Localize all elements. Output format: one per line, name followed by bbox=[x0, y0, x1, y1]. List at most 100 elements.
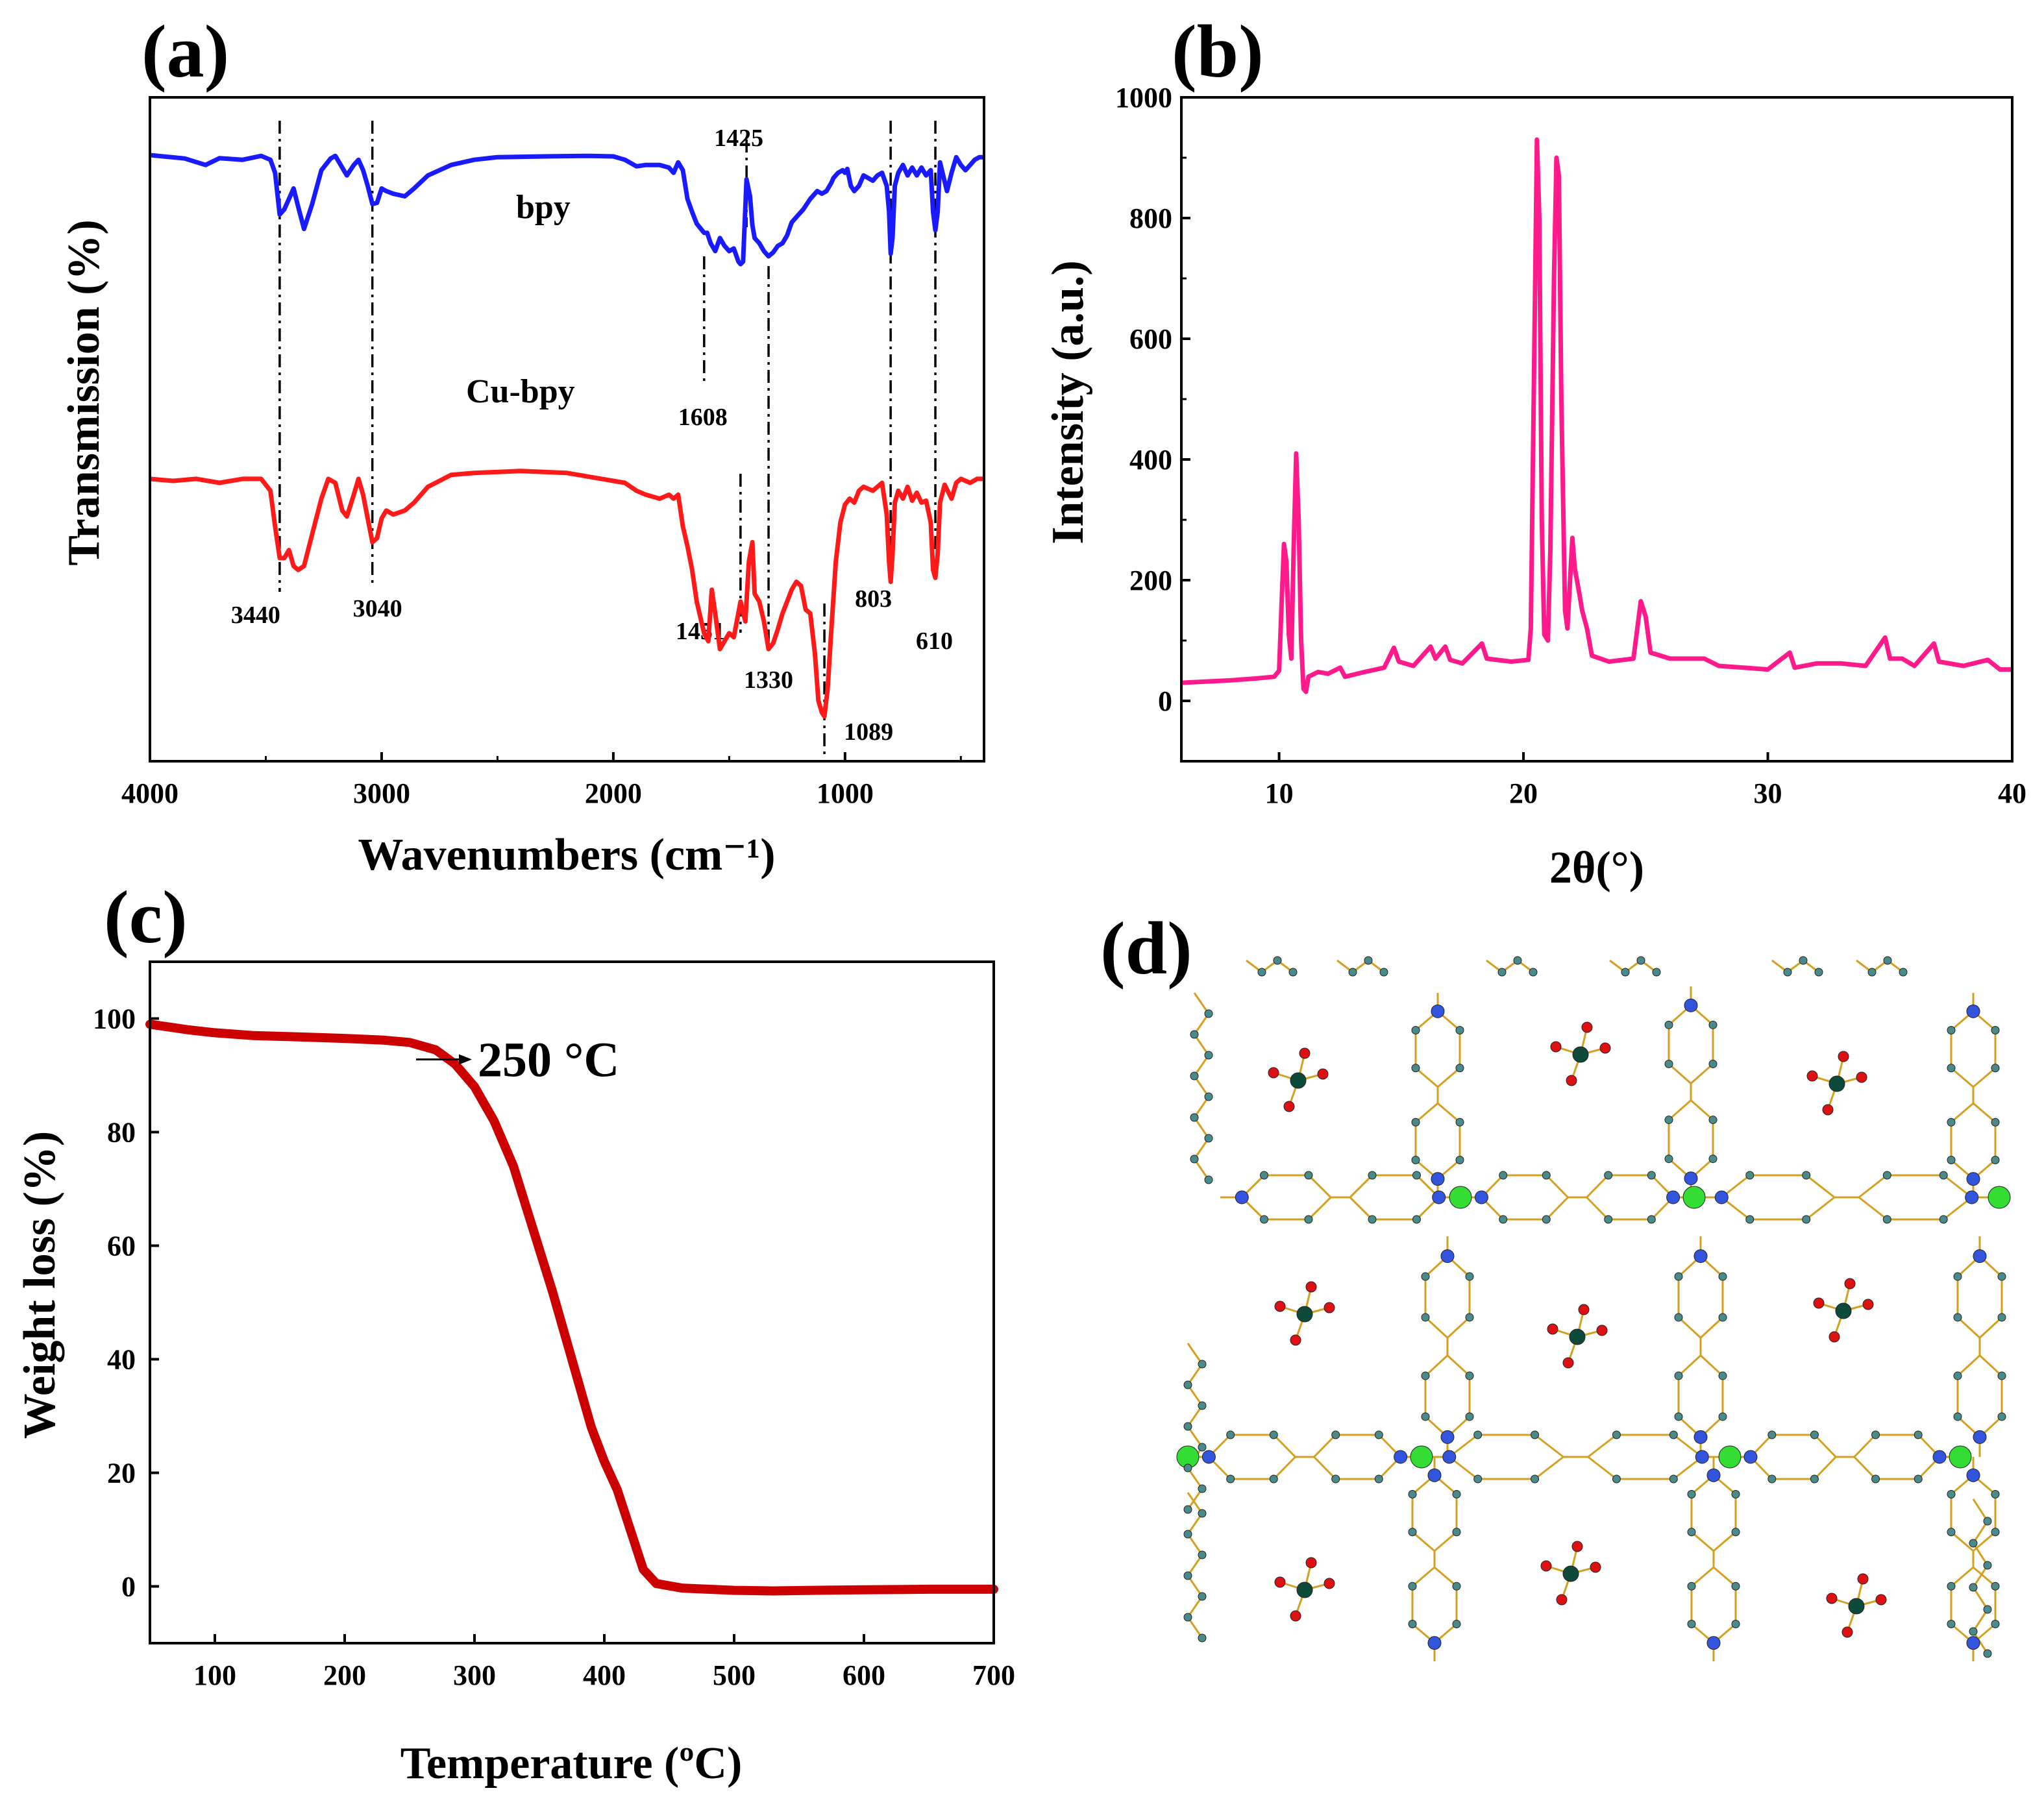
n-atom bbox=[1201, 1450, 1216, 1464]
n-atom bbox=[1966, 1636, 1980, 1650]
plot-frame-a bbox=[149, 96, 985, 763]
c-atom bbox=[1883, 956, 1892, 965]
n-atom bbox=[1427, 1468, 1442, 1482]
c-atom bbox=[1531, 1430, 1540, 1439]
tga-curve bbox=[145, 1020, 998, 1596]
s-atom bbox=[1848, 1598, 1865, 1615]
bond bbox=[1951, 1102, 1974, 1123]
c-atom bbox=[1452, 1489, 1461, 1498]
c-atom bbox=[1708, 1020, 1718, 1029]
c-atom bbox=[1542, 1215, 1551, 1224]
c-atom bbox=[1674, 1272, 1683, 1281]
x-tick-label-a-2000: 2000 bbox=[585, 777, 642, 809]
c-atom bbox=[1947, 1156, 1956, 1165]
cu-atom bbox=[1949, 1445, 1972, 1469]
c-atom bbox=[1745, 1171, 1755, 1180]
panel-label-d: (d) bbox=[1100, 907, 1192, 990]
s-atom bbox=[1572, 1046, 1589, 1063]
c-atom bbox=[1674, 1313, 1683, 1322]
c-atom bbox=[1767, 1474, 1777, 1484]
c-atom bbox=[1260, 1215, 1269, 1224]
n-atom bbox=[1684, 1171, 1698, 1186]
c-atom bbox=[1991, 1528, 2000, 1537]
panel-label-c: (c) bbox=[104, 876, 188, 959]
bond bbox=[1978, 1316, 2003, 1339]
x-tick-label-c-200: 200 bbox=[323, 1659, 366, 1691]
c-atom bbox=[1198, 1401, 1207, 1410]
c-atom bbox=[1331, 1430, 1340, 1439]
bond bbox=[1415, 1102, 1438, 1123]
bond bbox=[1307, 1196, 1332, 1221]
o-atom bbox=[1540, 1560, 1552, 1572]
bond bbox=[1434, 1566, 1457, 1587]
c-atom bbox=[1190, 1154, 1199, 1164]
n-atom bbox=[1440, 1430, 1455, 1444]
c-atom bbox=[1947, 1582, 1956, 1591]
bond bbox=[1814, 1434, 1837, 1458]
c-atom bbox=[1411, 1118, 1420, 1127]
c-atom bbox=[1991, 1118, 2000, 1127]
o-atom bbox=[1317, 1068, 1329, 1080]
c-atom bbox=[1204, 1051, 1213, 1060]
c-atom bbox=[1542, 1171, 1551, 1180]
bond bbox=[1313, 1434, 1336, 1458]
c-atom bbox=[1969, 1583, 1978, 1592]
bond bbox=[1412, 1531, 1435, 1552]
c-atom bbox=[1190, 1071, 1199, 1081]
c-atom bbox=[1198, 1443, 1207, 1452]
c-atom bbox=[1947, 1064, 1956, 1073]
c-atom bbox=[1183, 1380, 1192, 1389]
c-atom bbox=[1204, 1009, 1213, 1018]
n-atom bbox=[1684, 998, 1698, 1012]
c-atom bbox=[1304, 1171, 1313, 1180]
o-atom bbox=[1550, 1041, 1562, 1053]
c-atom bbox=[1991, 1064, 2000, 1073]
n-atom bbox=[1432, 1190, 1446, 1204]
c-atom bbox=[1882, 1171, 1891, 1180]
c-atom bbox=[1745, 1215, 1755, 1224]
peak-label-803: 803 bbox=[855, 585, 892, 613]
c-atom bbox=[1953, 1313, 1962, 1322]
c-atom bbox=[1374, 1430, 1383, 1439]
o-atom bbox=[1566, 1075, 1577, 1086]
c-atom bbox=[1983, 1649, 1992, 1658]
o-atom bbox=[1838, 1051, 1849, 1062]
bond bbox=[1814, 1456, 1837, 1480]
c-atom bbox=[1269, 1430, 1278, 1439]
c-atom bbox=[1412, 1171, 1421, 1180]
bond bbox=[1307, 1174, 1332, 1199]
bond bbox=[1424, 1354, 1449, 1377]
c-atom bbox=[1190, 1113, 1199, 1122]
c-atom bbox=[1664, 1154, 1673, 1164]
c-atom bbox=[1204, 1092, 1213, 1101]
c-atom bbox=[1914, 1474, 1923, 1484]
o-atom bbox=[1829, 1331, 1840, 1343]
c-atom bbox=[1991, 1156, 2000, 1165]
x-tick-label-c-700: 700 bbox=[972, 1659, 1015, 1691]
c-atom bbox=[1499, 1215, 1508, 1224]
c-atom bbox=[1273, 956, 1282, 965]
atom-layer bbox=[1176, 956, 2011, 1658]
n-atom bbox=[1966, 1172, 1980, 1186]
bond bbox=[1973, 1102, 1996, 1123]
x-tick-label-b-40: 40 bbox=[1998, 777, 2026, 809]
c-atom bbox=[1814, 968, 1823, 977]
n-atom bbox=[1431, 1172, 1445, 1186]
c-atom bbox=[1991, 1489, 2000, 1498]
o-atom bbox=[1822, 1104, 1834, 1116]
n-atom bbox=[1474, 1190, 1488, 1204]
c-atom bbox=[1718, 1412, 1727, 1421]
o-atom bbox=[1283, 1101, 1295, 1112]
bond bbox=[1972, 1521, 1989, 1544]
o-atom bbox=[1305, 1557, 1317, 1569]
y-tick-label-c-60: 60 bbox=[107, 1230, 136, 1262]
bond bbox=[1349, 1174, 1373, 1199]
c-atom bbox=[1198, 1550, 1207, 1559]
x-tick-label-a-1000: 1000 bbox=[817, 777, 874, 809]
c-atom bbox=[1947, 1489, 1956, 1498]
c-atom bbox=[1198, 1484, 1207, 1493]
n-atom bbox=[1706, 1468, 1721, 1482]
c-atom bbox=[1421, 1272, 1430, 1281]
c-atom bbox=[1368, 1171, 1377, 1180]
c-atom bbox=[1871, 1474, 1880, 1484]
